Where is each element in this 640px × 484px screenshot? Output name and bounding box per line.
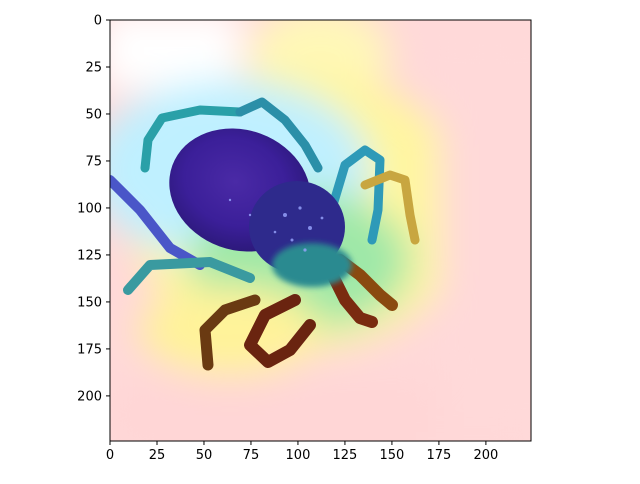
- y-tick-label: 50: [85, 107, 102, 122]
- x-tick-label: 200: [473, 448, 498, 463]
- x-tick-label: 150: [380, 448, 405, 463]
- y-tick-label: 0: [94, 14, 102, 29]
- tick-body: [169, 128, 352, 287]
- y-tick-label: 175: [77, 342, 102, 357]
- x-tick-label: 50: [196, 448, 213, 463]
- x-tick-label: 100: [286, 448, 311, 463]
- y-tick-label: 25: [85, 60, 102, 75]
- y-tick-label: 75: [85, 154, 102, 169]
- x-tick-label: 125: [333, 448, 358, 463]
- y-tick-label: 100: [77, 201, 102, 216]
- x-tick-label: 175: [426, 448, 451, 463]
- y-axis: 0 25 50 75 100 125 150 175 200: [77, 14, 110, 404]
- x-tick-label: 0: [106, 448, 114, 463]
- y-tick-label: 150: [77, 295, 102, 310]
- plot-image-area: [110, 20, 531, 441]
- tick-legs: [110, 97, 420, 371]
- axes-frame: [109, 19, 532, 442]
- x-tick-label: 75: [243, 448, 260, 463]
- y-tick-label: 200: [77, 389, 102, 404]
- x-axis: 0 25 50 75 100 125 150 175 200: [106, 441, 498, 463]
- x-tick-label: 25: [149, 448, 166, 463]
- y-tick-label: 125: [77, 248, 102, 263]
